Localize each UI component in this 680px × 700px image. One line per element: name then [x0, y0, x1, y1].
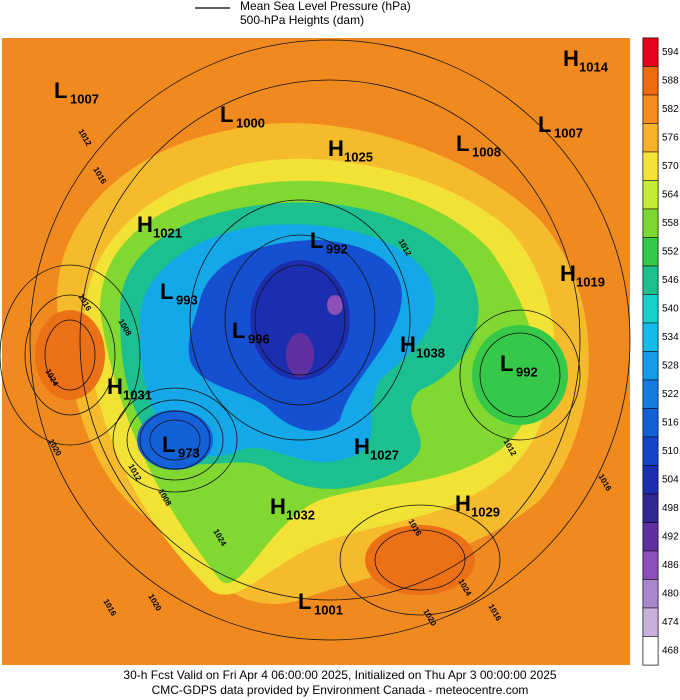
pressure-letter: L	[298, 589, 311, 614]
colorbar-label: 516	[662, 417, 679, 428]
colorbar-label: 468	[662, 645, 679, 656]
colorbar-swatch	[642, 94, 659, 124]
colorbar-swatch	[642, 636, 659, 666]
colorbar-swatch	[642, 408, 659, 438]
colorbar-swatch	[642, 294, 659, 324]
shade	[472, 325, 568, 425]
shade	[35, 310, 105, 400]
colorbar-swatch	[642, 37, 659, 67]
shade	[250, 260, 350, 380]
pressure-value: 1025	[344, 149, 373, 164]
colorbar-label: 486	[662, 560, 679, 571]
pressure-value: 992	[516, 364, 538, 379]
pressure-letter: L	[162, 432, 175, 457]
colorbar-swatch	[642, 322, 659, 352]
map	[0, 38, 631, 665]
pressure-value: 1008	[472, 144, 501, 159]
colorbar-swatch	[642, 579, 659, 609]
pressure-letter: H	[400, 332, 416, 357]
colorbar-label: 570	[662, 161, 679, 172]
pressure-letter: H	[560, 261, 576, 286]
colorbar-label: 582	[662, 104, 679, 115]
pressure-value: 1019	[576, 274, 605, 289]
colorbar-label: 498	[662, 503, 679, 514]
colorbar-label: 510	[662, 446, 679, 457]
colorbar-swatch	[642, 351, 659, 381]
pressure-letter: H	[455, 491, 471, 516]
colorbar-swatch	[642, 607, 659, 637]
colorbar-label: 558	[662, 218, 679, 229]
colorbar-label: 480	[662, 588, 679, 599]
colorbar-swatch	[642, 123, 659, 153]
pressure-value: 992	[326, 241, 348, 256]
pressure-letter: H	[137, 212, 153, 237]
pressure-value: 1007	[554, 125, 583, 140]
colorbar-label: 522	[662, 389, 679, 400]
pressure-letter: L	[160, 279, 173, 304]
colorbar-label: 534	[662, 332, 679, 343]
colorbar-swatch	[642, 66, 659, 96]
pressure-letter: H	[107, 374, 123, 399]
colorbar-swatch	[642, 151, 659, 181]
pressure-letter: L	[310, 228, 323, 253]
footer-line: 30-h Fcst Valid on Fri Apr 4 06:00:00 20…	[123, 668, 557, 682]
colorbar-label: 528	[662, 360, 679, 371]
pressure-letter: L	[538, 112, 551, 137]
colorbar-swatch	[642, 522, 659, 552]
colorbar-label: 492	[662, 531, 679, 542]
footer-line: CMC-GDPS data provided by Environment Ca…	[152, 683, 529, 697]
colorbar-label: 504	[662, 474, 679, 485]
colorbar-swatch	[642, 265, 659, 295]
shade	[286, 333, 314, 377]
colorbar-swatch	[642, 550, 659, 580]
colorbar-swatch	[642, 465, 659, 495]
colorbar-label: 546	[662, 275, 679, 286]
pressure-value: 1000	[236, 115, 265, 130]
pressure-value: 1014	[579, 59, 609, 74]
legend-label: Mean Sea Level Pressure (hPa)	[240, 0, 411, 13]
pressure-letter: H	[270, 494, 286, 519]
contours	[0, 39, 631, 641]
colorbar-label: 552	[662, 246, 679, 257]
pressure-value: 1027	[370, 447, 399, 462]
pressure-value: 993	[176, 292, 198, 307]
pressure-letter: L	[500, 351, 513, 376]
pressure-letter: H	[328, 136, 344, 161]
pressure-value: 1001	[314, 602, 343, 617]
colorbar-label: 576	[662, 132, 679, 143]
colorbar-label: 594	[662, 47, 679, 58]
legend-label: 500-hPa Heights (dam)	[240, 13, 364, 27]
pressure-value: 1032	[286, 507, 315, 522]
pressure-value: 1029	[471, 504, 500, 519]
pressure-value: 1021	[153, 225, 182, 240]
colorbar-swatch	[642, 237, 659, 267]
pressure-value: 1031	[123, 387, 152, 402]
pressure-letter: L	[232, 318, 245, 343]
pressure-letter: L	[220, 102, 233, 127]
colorbar-label: 588	[662, 75, 679, 86]
colorbar-swatch	[642, 180, 659, 210]
colorbar-swatch	[642, 436, 659, 466]
colorbar-swatch	[642, 493, 659, 523]
shade	[327, 295, 343, 315]
colorbar-swatch	[642, 208, 659, 238]
pressure-value: 996	[248, 331, 270, 346]
shade	[365, 525, 475, 595]
colorbar-label: 540	[662, 303, 679, 314]
pressure-letter: L	[456, 131, 469, 156]
pressure-value: 1038	[416, 345, 445, 360]
pressure-value: 1007	[70, 91, 99, 106]
pressure-letter: L	[54, 78, 67, 103]
pressure-letter: H	[563, 46, 579, 71]
pressure-value: 973	[178, 445, 200, 460]
colorbar-label: 564	[662, 189, 679, 200]
shade	[137, 410, 213, 470]
colorbar-swatch	[642, 379, 659, 409]
pressure-letter: H	[354, 434, 370, 459]
colorbar-label: 474	[662, 617, 679, 628]
